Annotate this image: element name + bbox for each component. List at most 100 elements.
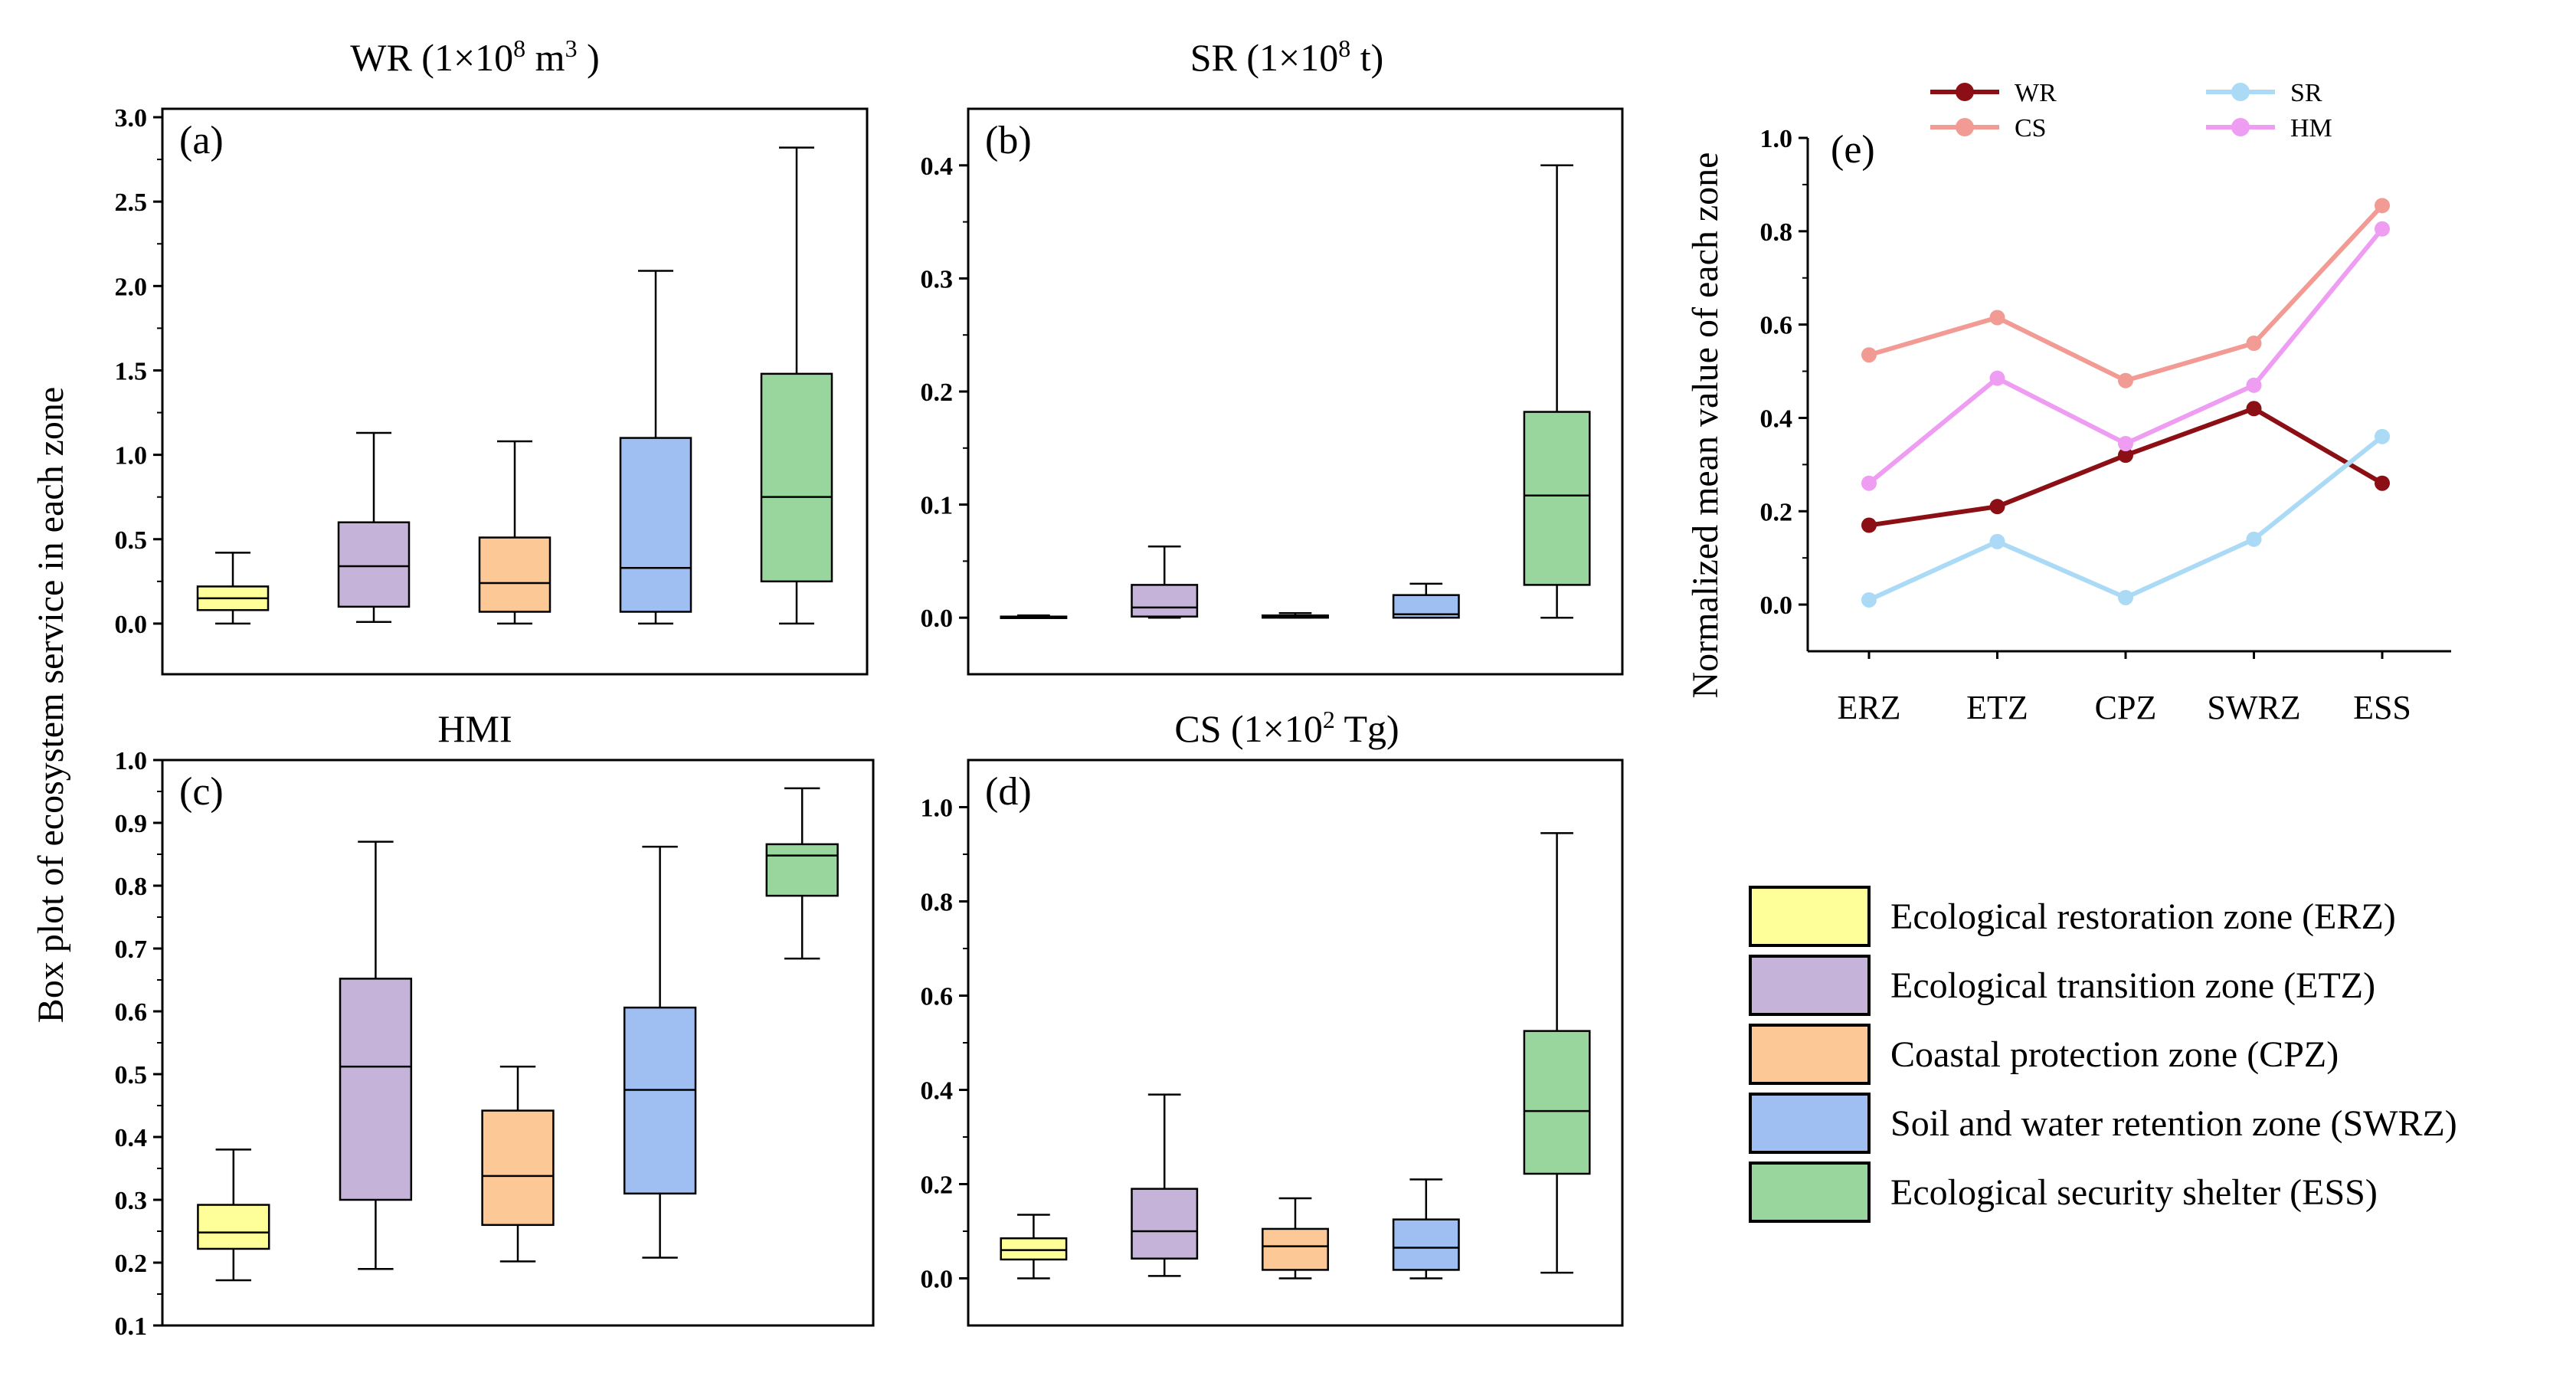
series-point <box>2118 589 2133 605</box>
series-point <box>2246 531 2262 547</box>
title-superscript: 2 <box>1323 706 1335 733</box>
iqr-box <box>337 521 411 608</box>
iqr-box <box>1523 411 1591 586</box>
panel-e: (e) Normalized mean value of each zone 0.0… <box>1685 79 2451 726</box>
y-tick-label: 0.8 <box>115 873 148 901</box>
y-tick-label: 0.8 <box>921 889 954 917</box>
zone-legend: Ecological restoration zone (ERZ) Ecologi… <box>1749 886 2457 1223</box>
y-tick-label: 0.4 <box>921 152 954 181</box>
series-point <box>1861 592 1877 608</box>
title-main: HMI <box>437 707 512 750</box>
box-etz <box>339 840 413 1270</box>
legend-swatch <box>1749 1093 1871 1154</box>
iqr-box <box>478 536 552 613</box>
box-swrz <box>1392 1178 1460 1280</box>
y-tick-label: 1.5 <box>115 357 148 385</box>
panel-title: SR (1×108 t) <box>1190 34 1384 79</box>
y-tick-label: 0.3 <box>921 265 954 293</box>
iqr-box <box>1000 1237 1068 1261</box>
box-erz <box>1000 1214 1068 1280</box>
y-tick-label: 0.6 <box>921 983 954 1011</box>
y-tick-label: 2.0 <box>115 273 148 301</box>
y-tick-label: 0.8 <box>1760 218 1793 247</box>
y-tick-label: 0.0 <box>921 1266 954 1294</box>
legend-label: Soil and water retention zone (SWRZ) <box>1890 1103 2457 1144</box>
y-tick-label: 0.2 <box>115 1250 148 1278</box>
y-tick-label: 1.0 <box>115 747 148 775</box>
series-line <box>1868 204 2385 383</box>
x-category-label: ERZ <box>1837 689 1900 726</box>
y-tick-label: 1.0 <box>115 442 148 470</box>
y-tick-label: 0.6 <box>1760 312 1793 340</box>
box-erz <box>197 1148 270 1282</box>
y-tick-label: 0.7 <box>115 935 148 964</box>
iqr-box <box>619 437 692 613</box>
series-wr <box>1861 401 2390 533</box>
title-main: WR (1×10 <box>350 36 513 79</box>
x-category-label: ETZ <box>1966 689 2028 726</box>
series-hm <box>1861 221 2390 491</box>
iqr-box <box>1131 584 1199 618</box>
iqr-box <box>1392 1218 1460 1271</box>
y-tick-label: 0.1 <box>921 492 954 520</box>
y-tick-label: 0.5 <box>115 1061 148 1089</box>
iqr-box <box>197 1204 270 1250</box>
y-tick-label: 0.4 <box>1760 405 1793 433</box>
y-axis-label: Normalized mean value of each zone <box>1685 152 1726 699</box>
panel-label: (d) <box>985 770 1032 814</box>
iqr-box <box>1131 1188 1199 1260</box>
y-tick-label: 0.2 <box>1760 498 1793 526</box>
panel-label: (e) <box>1831 128 1875 172</box>
title-superscript: 8 <box>513 34 525 62</box>
series-point <box>2118 447 2133 464</box>
panel-title: WR (1×108 m3 ) <box>350 34 599 79</box>
series-point <box>1861 347 1877 363</box>
box-ess <box>1523 164 1591 619</box>
box-etz <box>1131 545 1199 619</box>
series-point <box>2375 475 2390 491</box>
series-legend: WR CS SR HM <box>1930 79 2332 143</box>
series-point <box>2246 377 2262 393</box>
series-point <box>2246 336 2262 351</box>
x-category-label: SWRZ <box>2207 689 2300 726</box>
y-tick-label: 3.0 <box>115 104 148 133</box>
box-cpz <box>1262 1197 1329 1280</box>
y-tick-label: 0.1 <box>115 1312 148 1341</box>
legend-swatch <box>1749 1162 1871 1223</box>
legend-swatch <box>1749 955 1871 1016</box>
y-tick-label: 0.2 <box>921 378 954 407</box>
series-point <box>2375 221 2390 237</box>
legend-item-ess: Ecological security shelter (ESS) <box>1749 1162 2378 1223</box>
legend-swatch <box>1749 886 1871 947</box>
box-etz <box>337 431 411 623</box>
y-tick-label: 0.9 <box>115 810 148 838</box>
y-tick-label: 0.3 <box>115 1187 148 1215</box>
y-tick-label: 0.0 <box>115 611 148 639</box>
box-erz <box>196 552 270 625</box>
title-end: ) <box>578 36 600 79</box>
legend-item-swrz: Soil and water retention zone (SWRZ) <box>1749 1093 2457 1154</box>
box-swrz <box>619 270 692 625</box>
title-unit: Tg) <box>1335 707 1399 750</box>
y-tick-label: 1.0 <box>921 795 954 823</box>
panel-label: (a) <box>179 119 224 162</box>
panel-label: (c) <box>179 770 224 814</box>
series-point <box>2375 198 2390 214</box>
panel-d: CS (1×102 Tg) (d) 0.0 0.2 0.4 0.6 0.8 1.0 <box>921 706 1624 1327</box>
series-point <box>1861 475 1877 491</box>
box-ess <box>760 146 833 625</box>
title-unit: m <box>525 36 565 79</box>
y-tick-label: 1.0 <box>1760 125 1793 153</box>
series-point <box>2118 372 2133 388</box>
legend-item-erz: Ecological restoration zone (ERZ) <box>1749 886 2396 947</box>
legend-marker <box>2231 118 2250 136</box>
chart-panels: WR (1×108 m3 )(a)0.00.51.01.52.02.53.0SR… <box>115 34 2451 1341</box>
iqr-box <box>339 978 413 1201</box>
panel-frame <box>967 107 1624 676</box>
legend-label: CS <box>2015 114 2047 143</box>
title-main: CS (1×10 <box>1174 707 1323 750</box>
panel-title: CS (1×102 Tg) <box>1174 706 1399 750</box>
global-y-axis-label: Box plot of ecosystem service in each zo… <box>31 387 71 1023</box>
legend-label: WR <box>2015 79 2057 107</box>
